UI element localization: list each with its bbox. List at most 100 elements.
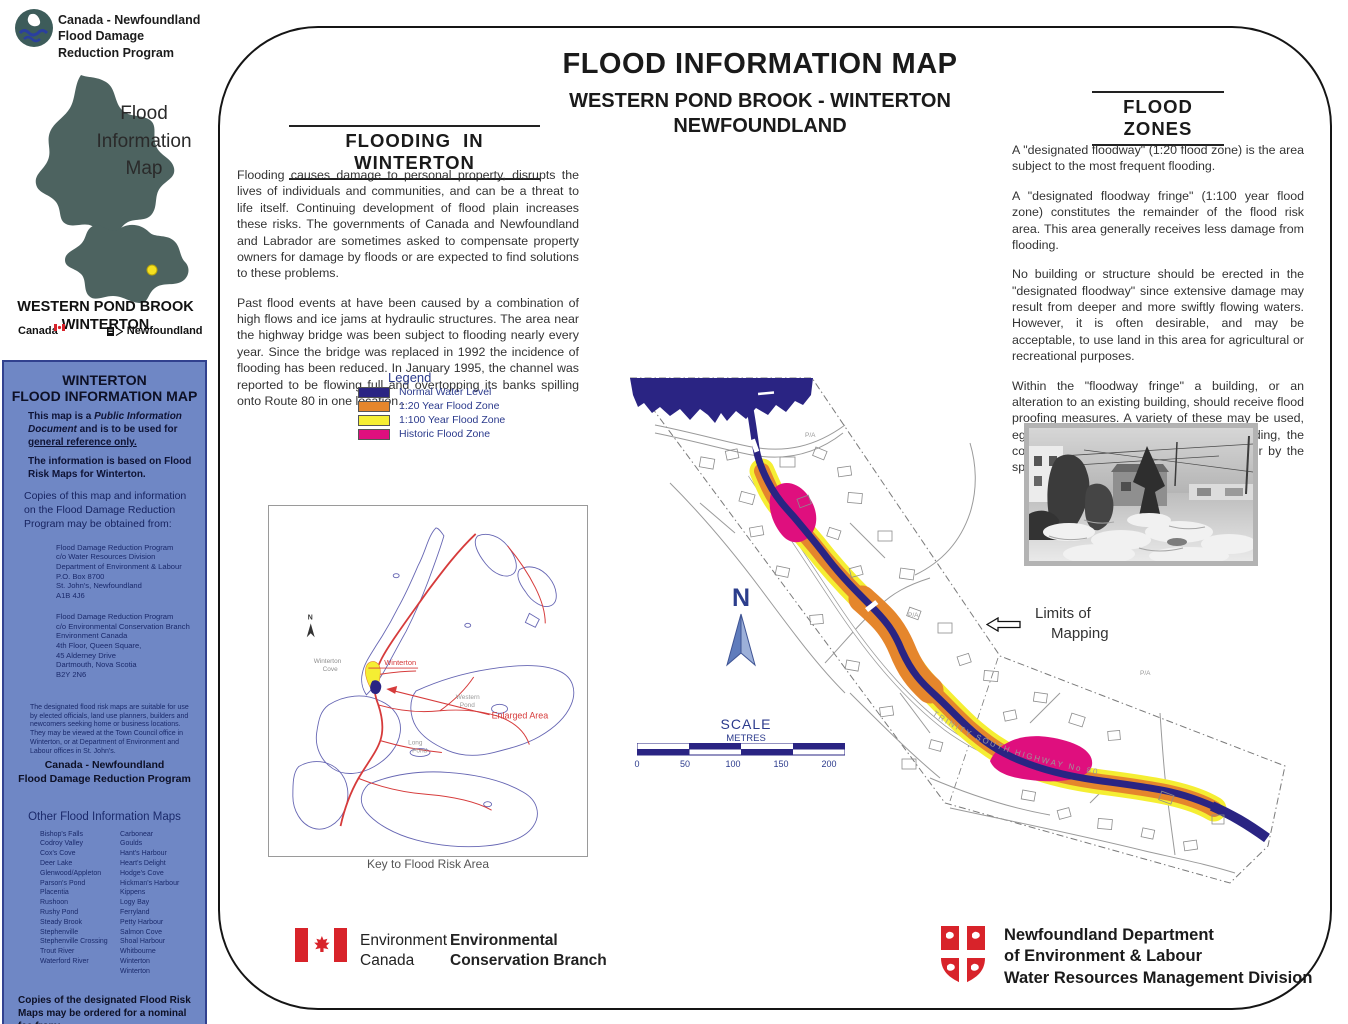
- flooding-section-body: Flooding causes damage to personal prope…: [237, 167, 579, 422]
- bridge-gap-1: [750, 438, 760, 453]
- addr2-line: Flood Damage Reduction Program: [56, 611, 174, 621]
- enlarged-area-label: Enlarged Area: [492, 711, 549, 721]
- list-item: Winterton: [120, 967, 150, 975]
- scale-title: SCALE METRES: [698, 716, 794, 744]
- key-map-caption: Key to Flood Risk Area: [366, 857, 490, 871]
- list-item: Whitbourne: [120, 948, 156, 956]
- list-item: Heart's Delight: [120, 860, 166, 868]
- list-item: Cox's Cove: [40, 850, 76, 858]
- legend-row: Historic Flood Zone: [358, 427, 508, 441]
- map-type-line1: Flood: [120, 103, 168, 124]
- harbour-water-body: [630, 378, 813, 423]
- addr1-line: Flood Damage Reduction Program: [56, 542, 174, 552]
- flood-zones-heading: FLOOD ZONES: [1092, 91, 1224, 146]
- list-item: Ferryland: [120, 909, 150, 917]
- key-map-north-label: N: [308, 614, 313, 621]
- addr2-line: Dartmouth, Nova Scotia: [56, 660, 137, 670]
- addr1-line: A1B 4J6: [56, 591, 85, 601]
- addr2-line: c/o Environmental Conservation Branch: [56, 621, 190, 631]
- newfoundland-province-silhouette: [35, 75, 189, 304]
- historic-flood-zone-lower: [990, 736, 1093, 782]
- address-environment-canada: Flood Damage Reduction Program c/o Envir…: [56, 612, 205, 680]
- north-letter: N: [731, 584, 751, 612]
- winterton-cove-label2: Cove: [323, 666, 338, 673]
- sidebar-info-panel: WINTERTON FLOOD INFORMATION MAP This map…: [2, 360, 207, 1024]
- program-bold: Canada - Newfoundland Flood Damage Reduc…: [4, 759, 205, 786]
- conservation-branch-label: Environmental Conservation Branch: [450, 931, 607, 971]
- flood-risk-maps-note: The information is based on Flood Risk M…: [28, 455, 195, 481]
- note2-part2: Winterton.: [96, 469, 146, 480]
- key-map-north-arrow-icon: [306, 623, 315, 638]
- western-pond-brook-stream: [746, 408, 1270, 841]
- flood-photograph: [1024, 423, 1258, 566]
- sidebar-title: WINTERTON: [62, 372, 147, 388]
- canada-wordmark: Canada: [18, 325, 58, 337]
- western-pond-label: Western: [456, 694, 480, 701]
- key-map-labels: Winterton Cove Winterton Western Pond Lo…: [306, 614, 549, 755]
- flood-zones-para-3: No building or structure should be erect…: [1012, 267, 1304, 364]
- list-item: Hickman's Harbour: [120, 879, 180, 887]
- flooding-section-heading: FLOODING IN WINTERTON: [289, 125, 540, 180]
- pa-label: P/A: [805, 432, 816, 439]
- location-title: WESTERN POND BROOK WINTERTON: [8, 298, 203, 334]
- list-item: Hant's Harbour: [120, 850, 167, 858]
- order-text: Copies of the designated Flood Risk Maps…: [18, 994, 191, 1024]
- flood-zones-para-1: A "designated floodway" (1:20 flood zone…: [1012, 143, 1304, 174]
- map-sheet-frame: [218, 26, 1332, 1010]
- list-item: Stephenville: [40, 928, 79, 936]
- location-line2: WINTERTON: [61, 317, 150, 334]
- public-document-note: This map is a Public Information Documen…: [28, 410, 195, 449]
- long-pond-label2: Pond: [412, 748, 427, 755]
- program-bold-line1: Canada - Newfoundland: [44, 759, 165, 772]
- list-item: Stephenville Crossing: [40, 938, 108, 946]
- canada-flag-icon: [295, 928, 347, 962]
- newfoundland-logo-icon: [106, 326, 123, 336]
- legend-title: Legend: [388, 370, 432, 385]
- limits-arrow-icon: [986, 617, 1021, 632]
- program-title-line3: Reduction Program: [58, 45, 174, 60]
- legend-row: 1:100 Year Flood Zone: [358, 413, 508, 427]
- building-outlines: [698, 446, 1225, 852]
- addr2-line: Environment Canada: [56, 631, 128, 641]
- list-item: Salmon Cove: [120, 928, 163, 936]
- list-item: Codroy Valley: [40, 840, 84, 848]
- scale-units: METRES: [726, 733, 766, 744]
- limits-of-mapping-label: Limits of Mapping: [1035, 604, 1109, 645]
- other-maps-column-1: Bishop's Falls Codroy Valley Cox's Cove …: [40, 831, 120, 978]
- note1-part1: This map is a: [28, 411, 95, 422]
- location-line1: WESTERN POND BROOK: [17, 299, 194, 315]
- gov-wordmarks: Canada Newfoundland: [18, 323, 203, 337]
- key-map-inset: Winterton Cove Winterton Western Pond Lo…: [268, 505, 588, 857]
- addr2-line: 45 Alderney Drive: [56, 650, 116, 660]
- environment-canada-label: Environment Canada: [360, 931, 447, 971]
- list-item: Logy Bay: [120, 899, 150, 907]
- map-type-line2: Information: [96, 130, 192, 152]
- addr2-line: B2Y 2N6: [56, 670, 87, 680]
- list-item: Shoal Harbour: [120, 938, 166, 946]
- mapping-limits-boundary: [629, 377, 1286, 884]
- copies-text: Copies of this map and information on th…: [24, 490, 187, 531]
- normal-water-swatch: [358, 386, 390, 398]
- page-subtitle-2: NEWFOUNDLAND: [673, 115, 847, 137]
- limits-line1: Limits of: [1035, 605, 1091, 622]
- list-item: Goulds: [120, 840, 143, 848]
- note1-part2: Public Information Document: [28, 411, 182, 435]
- list-item: Placentia: [40, 889, 69, 897]
- legend-label: Normal Water Level: [399, 386, 492, 398]
- legend: Legend Normal Water Level 1:20 Year Floo…: [358, 370, 508, 441]
- list-item: Parson's Pond: [40, 879, 86, 887]
- flood-risk-area-mark: [365, 661, 382, 695]
- addr1-line: Department of Environment & Labour: [56, 561, 182, 571]
- nfld-line3: Water Resources Management Division: [1004, 968, 1313, 987]
- scale-bar: [637, 743, 845, 756]
- addr1-line: c/o Water Resources Division: [56, 552, 156, 562]
- tick-100: 100: [725, 759, 741, 769]
- note1-part4: general reference only.: [28, 437, 137, 448]
- legend-label: 1:100 Year Flood Zone: [399, 414, 506, 426]
- tick-150: 150: [773, 759, 789, 769]
- other-maps-columns: Bishop's Falls Codroy Valley Cox's Cove …: [40, 831, 205, 978]
- long-pond-label: Long: [408, 740, 423, 747]
- legend-row: 1:20 Year Flood Zone: [358, 399, 508, 413]
- list-item: Carbonear: [120, 830, 154, 838]
- flooding-para-1: Flooding causes damage to personal prope…: [237, 168, 579, 281]
